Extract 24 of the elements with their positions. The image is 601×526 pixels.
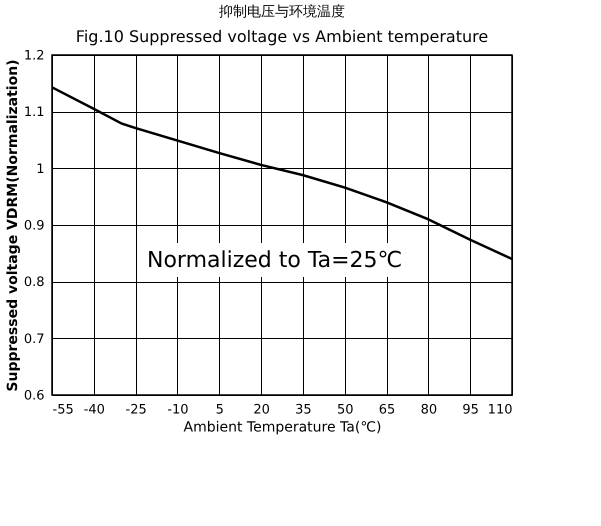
x-tick-label: 80 (420, 402, 438, 418)
x-tick-label: 65 (378, 402, 396, 418)
y-tick-label: 0.9 (24, 218, 44, 234)
x-tick-label: 35 (295, 402, 312, 418)
x-tick-label: -10 (167, 402, 189, 418)
x-tick-label: 5 (216, 402, 224, 418)
y-axis-title: Suppressed voltage VDRM(Normalization) (4, 59, 21, 392)
x-tick-label: 50 (336, 402, 354, 418)
chart-subtitle: Fig.10 Suppressed voltage vs Ambient temperature (76, 27, 488, 46)
y-tick-label: 0.7 (24, 332, 44, 347)
chart-title: 抑制电压与环境温度 (219, 4, 345, 20)
x-tick-label: 20 (253, 402, 270, 418)
y-tick-label: 0.8 (24, 275, 44, 290)
x-tick-label: -55 (52, 402, 74, 418)
y-tick-label: 1 (36, 162, 44, 177)
annotation: Normalized to Ta=25℃ (147, 248, 402, 273)
y-tick-label: 1.1 (24, 105, 44, 120)
x-tick-label: 110 (488, 402, 512, 418)
x-tick-label: -25 (126, 402, 147, 418)
y-tick-label: 1.2 (24, 48, 44, 64)
x-tick-label: 95 (462, 402, 479, 418)
x-tick-label: -40 (84, 402, 105, 418)
y-tick-label: 0.6 (24, 388, 44, 404)
x-axis-title: Ambient Temperature Ta(℃) (183, 420, 382, 436)
